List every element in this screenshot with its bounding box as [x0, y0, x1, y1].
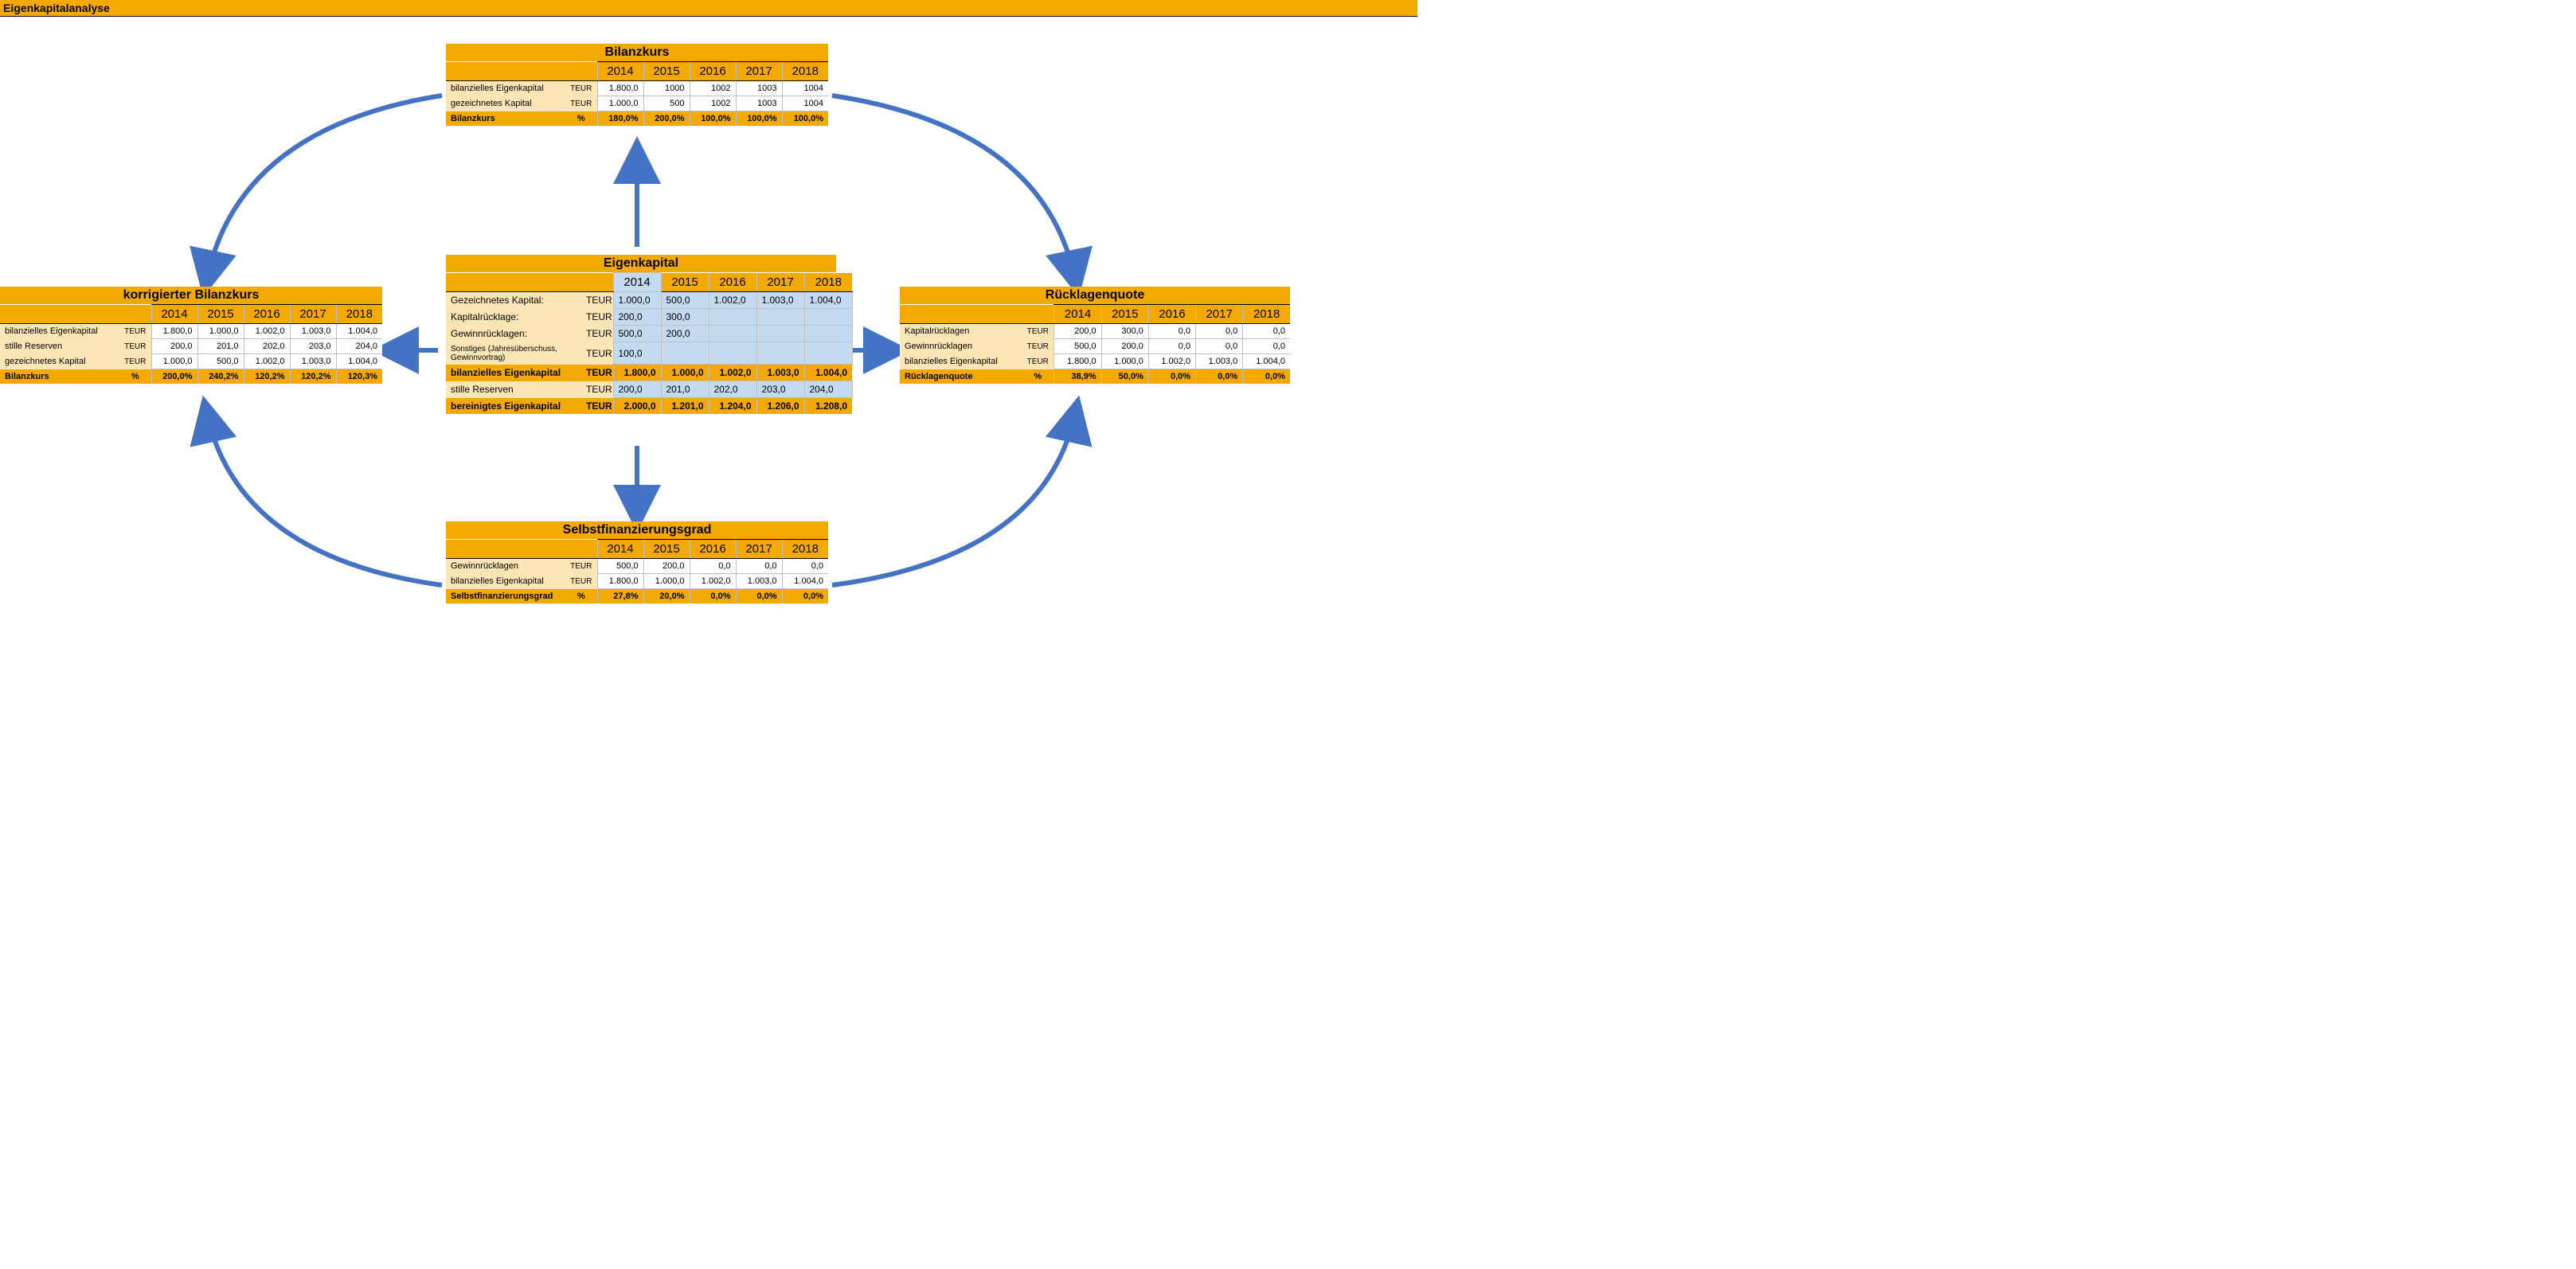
input-cell[interactable] — [804, 326, 852, 342]
table-row: bilanzielles EigenkapitalTEUR 1.800,01.0… — [900, 354, 1290, 369]
panel-eigenkapital: Eigenkapital 2014 2015 2016 2017 2018 Ge… — [446, 255, 836, 414]
input-cell[interactable] — [709, 309, 756, 326]
panel-korrigierter-bilanzkurs: korrigierter Bilanzkurs 2014201520162017… — [0, 287, 382, 384]
panel-title: Bilanzkurs — [446, 44, 828, 61]
input-cell[interactable] — [804, 309, 852, 326]
year-header: 20142015201620172018 — [900, 305, 1290, 324]
input-cell[interactable] — [709, 342, 756, 365]
sum-row: bereinigtes EigenkapitalTEUR 2.000,01.20… — [446, 398, 852, 415]
table-row: GewinnrücklagenTEUR 500,0200,00,00,00,0 — [900, 339, 1290, 354]
input-cell[interactable]: 1.000,0 — [613, 292, 661, 309]
table-row: bilanzielles EigenkapitalTEUR 1.800,0100… — [446, 81, 828, 96]
table-row: KapitalrücklagenTEUR 200,0300,00,00,00,0 — [900, 324, 1290, 339]
year-header: 20142015201620172018 — [446, 62, 828, 81]
input-cell[interactable]: 202,0 — [709, 381, 756, 398]
table-selbstfinanzierungsgrad: 20142015201620172018 GewinnrücklagenTEUR… — [446, 539, 828, 603]
input-row: Sonstiges (Jahresüberschuss, Gewinnvortr… — [446, 342, 852, 365]
input-cell[interactable]: 1.003,0 — [756, 292, 804, 309]
input-cell[interactable] — [756, 309, 804, 326]
input-cell[interactable]: 200,0 — [613, 309, 661, 326]
year-header: 2014 2015 2016 2017 2018 — [446, 273, 852, 292]
year-selected[interactable]: 2014 — [613, 273, 661, 292]
table-ruecklagenquote: 20142015201620172018 KapitalrücklagenTEU… — [900, 304, 1290, 384]
panel-title: korrigierter Bilanzkurs — [0, 287, 382, 304]
year-header: 20142015201620172018 — [446, 540, 828, 559]
input-cell[interactable]: 300,0 — [661, 309, 709, 326]
input-cell[interactable] — [661, 342, 709, 365]
input-cell[interactable]: 200,0 — [613, 381, 661, 398]
input-cell[interactable] — [804, 342, 852, 365]
table-korrigierter-bilanzkurs: 20142015201620172018 bilanzielles Eigenk… — [0, 304, 382, 384]
input-cell[interactable]: 100,0 — [613, 342, 661, 365]
input-cell[interactable] — [709, 326, 756, 342]
input-cell[interactable]: 500,0 — [613, 326, 661, 342]
table-eigenkapital: 2014 2015 2016 2017 2018 Gezeichnetes Ka… — [446, 272, 853, 414]
input-cell[interactable] — [756, 342, 804, 365]
total-row: Selbstfinanzierungsgrad% 27,8%20,0%0,0%0… — [446, 589, 828, 604]
total-row: Bilanzkurs% 200,0%240,2%120,2%120,2%120,… — [0, 369, 382, 385]
page-title: Eigenkapitalanalyse — [0, 0, 1417, 17]
table-row: gezeichnetes KapitalTEUR 1.000,050010021… — [446, 96, 828, 111]
panel-selbstfinanzierungsgrad: Selbstfinanzierungsgrad 2014201520162017… — [446, 521, 828, 603]
input-cell[interactable]: 1.004,0 — [804, 292, 852, 309]
sum-row: bilanzielles EigenkapitalTEUR 1.800,01.0… — [446, 365, 852, 381]
table-row: GewinnrücklagenTEUR 500,0200,00,00,00,0 — [446, 559, 828, 574]
input-cell[interactable] — [756, 326, 804, 342]
input-row: Kapitalrücklage:TEUR 200,0300,0 — [446, 309, 852, 326]
table-row: bilanzielles EigenkapitalTEUR 1.800,01.0… — [446, 574, 828, 589]
input-cell[interactable]: 500,0 — [661, 292, 709, 309]
page-canvas: Eigenkapitalanalyse Bilanzkurs — [0, 0, 1417, 701]
input-cell[interactable]: 1.002,0 — [709, 292, 756, 309]
total-row: Rücklagenquote% 38,9%50,0%0,0%0,0%0,0% — [900, 369, 1290, 385]
table-row: gezeichnetes KapitalTEUR 1.000,0500,01.0… — [0, 354, 382, 369]
panel-title: Eigenkapital — [446, 255, 836, 272]
table-row: stille ReservenTEUR 200,0201,0202,0203,0… — [0, 339, 382, 354]
panel-bilanzkurs: Bilanzkurs 20142015201620172018 bilanzie… — [446, 44, 828, 126]
input-row: stille ReservenTEUR 200,0201,0202,0203,0… — [446, 381, 852, 398]
input-cell[interactable]: 203,0 — [756, 381, 804, 398]
panel-title: Selbstfinanzierungsgrad — [446, 521, 828, 539]
input-row: Gezeichnetes Kapital:TEUR 1.000,0500,01.… — [446, 292, 852, 309]
table-bilanzkurs: 20142015201620172018 bilanzielles Eigenk… — [446, 61, 828, 126]
total-row: Bilanzkurs% 180,0%200,0%100,0%100,0%100,… — [446, 111, 828, 127]
input-cell[interactable]: 200,0 — [661, 326, 709, 342]
input-row: Gewinnrücklagen:TEUR 500,0200,0 — [446, 326, 852, 342]
panel-ruecklagenquote: Rücklagenquote 20142015201620172018 Kapi… — [900, 287, 1290, 384]
year-header: 20142015201620172018 — [0, 305, 382, 324]
table-row: bilanzielles EigenkapitalTEUR 1.800,01.0… — [0, 324, 382, 339]
input-cell[interactable]: 201,0 — [661, 381, 709, 398]
input-cell[interactable]: 204,0 — [804, 381, 852, 398]
panel-title: Rücklagenquote — [900, 287, 1290, 304]
